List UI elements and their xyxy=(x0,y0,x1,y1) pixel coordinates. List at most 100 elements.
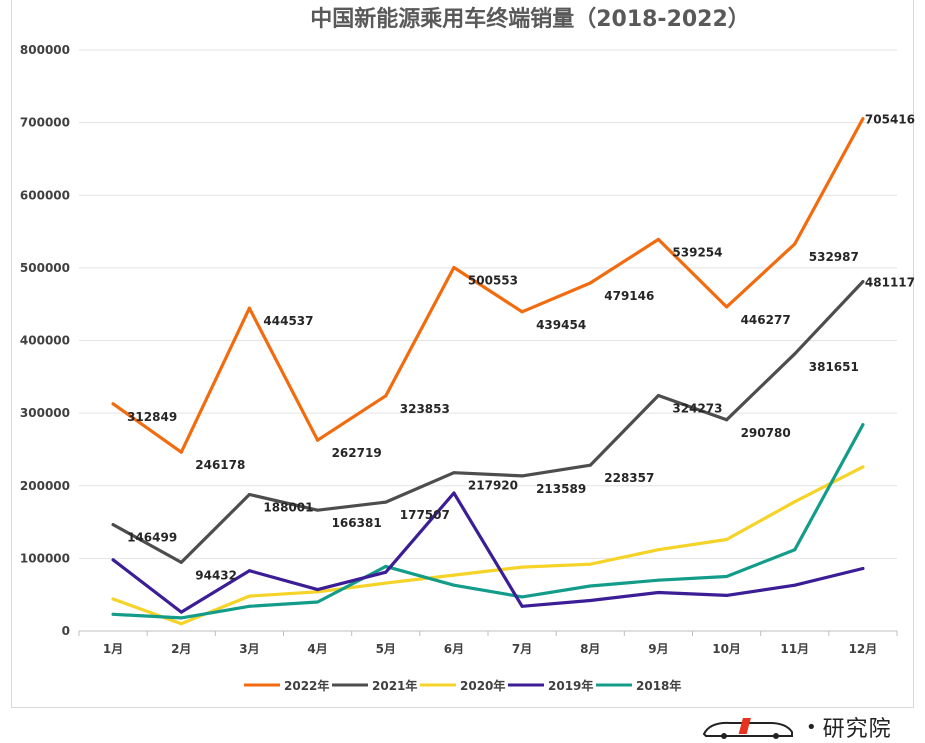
series-line-2021年 xyxy=(111,280,865,565)
data-label: 94432 xyxy=(195,568,237,582)
data-label: 188001 xyxy=(263,500,313,514)
x-tick-label: 1月 xyxy=(103,642,123,656)
data-point xyxy=(247,569,251,573)
x-tick-label: 6月 xyxy=(444,642,464,656)
data-point xyxy=(111,597,115,601)
data-label: 532987 xyxy=(809,250,859,264)
data-point xyxy=(861,465,865,469)
chart-frame xyxy=(11,0,914,708)
chart-title: 中国新能源乘用车终端销量（2018-2022） xyxy=(310,6,750,32)
data-point xyxy=(111,523,115,527)
legend-label: 2022年 xyxy=(284,678,329,693)
data-label: 290780 xyxy=(741,426,791,440)
series-line-2020年 xyxy=(111,465,865,626)
data-point xyxy=(452,583,456,587)
data-point xyxy=(588,281,592,285)
data-point xyxy=(111,612,115,616)
data-label: 213589 xyxy=(536,482,586,496)
y-tick-label: 400000 xyxy=(20,334,70,348)
data-label: 324273 xyxy=(672,401,722,415)
brand-logo-icon xyxy=(702,718,793,739)
legend-label: 2018年 xyxy=(636,678,681,693)
data-label: 177507 xyxy=(400,508,450,522)
x-tick-label: 10月 xyxy=(712,642,741,656)
data-labels: 312849 246178 444537 262719 323853 500553 4394… xyxy=(127,113,915,583)
data-point xyxy=(656,548,660,552)
data-point xyxy=(316,588,320,592)
data-point xyxy=(588,598,592,602)
data-point xyxy=(247,492,251,496)
data-point xyxy=(520,595,524,599)
data-point xyxy=(179,616,183,620)
data-point xyxy=(384,394,388,398)
data-point xyxy=(588,562,592,566)
data-point xyxy=(725,593,729,597)
x-tick-label: 7月 xyxy=(512,642,532,656)
data-point xyxy=(111,558,115,562)
data-point xyxy=(793,548,797,552)
data-point xyxy=(725,305,729,309)
data-point xyxy=(725,418,729,422)
x-tick-label: 3月 xyxy=(239,642,259,656)
data-point xyxy=(588,584,592,588)
x-tick-label: 4月 xyxy=(307,642,327,656)
data-point xyxy=(384,570,388,574)
line-chart: 中国新能源乘用车终端销量（2018-2022） 0 100000 200000 300… xyxy=(20,6,915,693)
series-line-2022年 xyxy=(111,117,865,454)
data-label: 500553 xyxy=(468,273,518,287)
data-label: 323853 xyxy=(400,402,450,416)
data-point xyxy=(861,280,865,284)
data-label: 217920 xyxy=(468,479,518,493)
data-point xyxy=(384,564,388,568)
series-line-2018年 xyxy=(111,423,865,620)
data-point xyxy=(452,265,456,269)
data-point xyxy=(179,450,183,454)
y-axis: 0 100000 200000 300000 400000 500000 600000 700… xyxy=(20,43,70,638)
data-point xyxy=(656,237,660,241)
data-point xyxy=(247,594,251,598)
data-label: 444537 xyxy=(263,314,313,328)
data-point xyxy=(316,600,320,604)
data-point xyxy=(725,575,729,579)
y-tick-label: 100000 xyxy=(20,551,70,565)
data-point xyxy=(793,242,797,246)
data-point xyxy=(793,352,797,356)
data-point xyxy=(520,310,524,314)
data-label: 312849 xyxy=(127,410,177,424)
data-point xyxy=(452,491,456,495)
data-label: 479146 xyxy=(604,289,654,303)
data-point xyxy=(520,474,524,478)
legend-label: 2021年 xyxy=(372,678,417,693)
legend: 2022年 2021年 2020年 2019年 2018年 xyxy=(244,678,681,693)
data-label: 481117 xyxy=(865,276,915,290)
y-tick-label: 500000 xyxy=(20,261,70,275)
data-point xyxy=(656,393,660,397)
series-line-2019年 xyxy=(111,491,865,614)
x-tick-label: 9月 xyxy=(648,642,668,656)
y-tick-label: 200000 xyxy=(20,479,70,493)
data-point xyxy=(520,604,524,608)
data-label: 262719 xyxy=(332,446,382,460)
legend-label: 2019年 xyxy=(548,678,593,693)
y-tick-label: 0 xyxy=(62,624,70,638)
data-label: 246178 xyxy=(195,458,245,472)
data-point xyxy=(725,537,729,541)
y-tick-label: 600000 xyxy=(20,188,70,202)
data-point xyxy=(861,423,865,427)
series-lines xyxy=(111,117,865,626)
data-point xyxy=(520,565,524,569)
data-point xyxy=(656,591,660,595)
x-axis: 1月 2月 3月 4月 5月 6月 7月 8月 9月 10月 11月 12月 xyxy=(78,631,898,656)
data-point xyxy=(656,578,660,582)
data-label: 446277 xyxy=(741,313,791,327)
data-label: 146499 xyxy=(127,531,177,545)
data-point xyxy=(316,438,320,442)
data-label: 381651 xyxy=(809,360,859,374)
data-point xyxy=(861,567,865,571)
data-point xyxy=(247,604,251,608)
data-point xyxy=(452,471,456,475)
x-tick-label: 8月 xyxy=(580,642,600,656)
data-label: 439454 xyxy=(536,318,586,332)
data-point xyxy=(247,306,251,310)
watermark-dot: • xyxy=(806,716,817,738)
